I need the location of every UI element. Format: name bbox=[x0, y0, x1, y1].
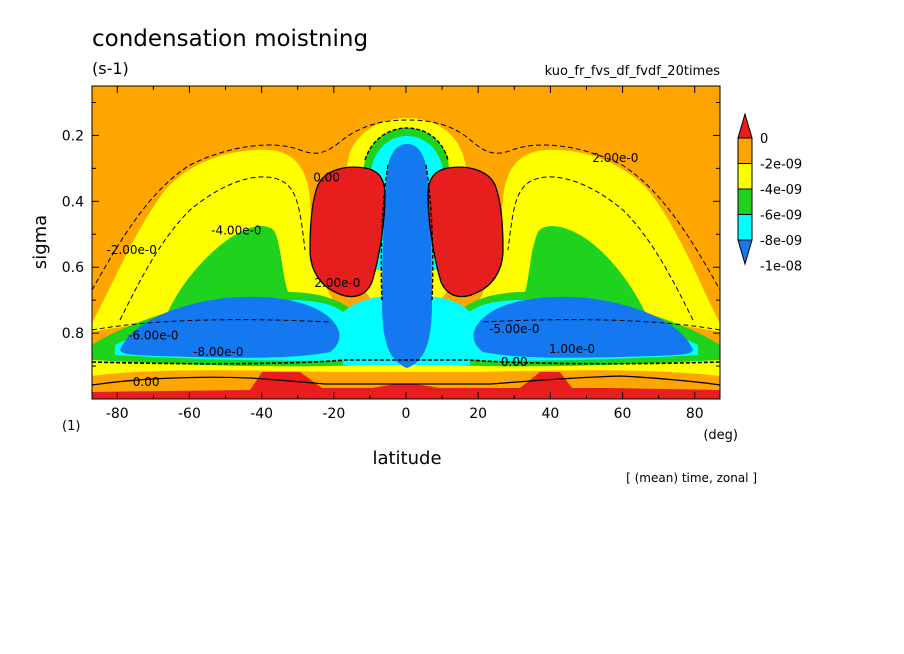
x-tick-label: -40 bbox=[250, 406, 273, 422]
contour-label: 0.00 bbox=[133, 375, 160, 389]
contour-line-lower-dashed bbox=[92, 319, 720, 331]
contour-line-yellow-dashed bbox=[119, 176, 694, 321]
x-tick-label: -60 bbox=[178, 406, 201, 422]
experiment-label: kuo_fr_fvs_df_fvdf_20times bbox=[545, 64, 721, 79]
x-axis: -80 -60 -40 -20 0 20 40 60 80 bbox=[106, 86, 704, 422]
x-tick-label: 80 bbox=[686, 406, 704, 422]
x-tick-label: -20 bbox=[322, 406, 345, 422]
contour-label: -2.00e-0 bbox=[106, 243, 156, 257]
red-lobe-south bbox=[310, 167, 385, 297]
x-tick-label: 0 bbox=[402, 406, 411, 422]
blue-equatorial-column bbox=[382, 144, 432, 368]
contour-labels: 2.00e-0 -2.00e-0 -4.00e-0 -6.00e-0 -8.00e-0 0… bbox=[106, 151, 638, 389]
y-unit-label: (1) bbox=[62, 419, 80, 434]
x-tick-label: 20 bbox=[469, 406, 487, 422]
y-tick-label: 0.4 bbox=[62, 194, 84, 210]
blue-region-south bbox=[120, 296, 340, 358]
contour-label: 2.00e-0 bbox=[592, 151, 638, 165]
legend-label: 0 bbox=[760, 132, 768, 147]
units-label: (s-1) bbox=[92, 59, 129, 78]
x-tick-label: 40 bbox=[541, 406, 559, 422]
footer-note: [ (mean) time, zonal ] bbox=[626, 471, 757, 485]
legend-swatch bbox=[737, 214, 753, 241]
legend-label: -2e-09 bbox=[760, 158, 802, 173]
x-unit-label: (deg) bbox=[703, 428, 738, 443]
y-tick-label: 0.8 bbox=[62, 326, 84, 342]
legend-arrow-bottom bbox=[737, 239, 753, 266]
y-axis: 0.2 0.4 0.6 0.8 bbox=[62, 101, 720, 400]
legend-label: -1e-08 bbox=[760, 260, 802, 275]
legend-arrow-top bbox=[737, 112, 753, 139]
contour-label: -5.00e-0 bbox=[489, 322, 539, 336]
contour-label: 1.00e-0 bbox=[549, 342, 595, 356]
x-tick-label: -80 bbox=[106, 406, 129, 422]
contour-label: 2.00e-0 bbox=[314, 276, 360, 290]
contour-label: -4.00e-0 bbox=[211, 223, 261, 237]
y-tick-label: 0.2 bbox=[62, 128, 84, 144]
legend-label: -6e-09 bbox=[760, 209, 802, 224]
x-axis-label: latitude bbox=[372, 448, 441, 469]
color-legend: 0 -2e-09 -4e-09 -6e-09 -8e-09 -1e-08 bbox=[737, 112, 802, 275]
legend-swatch bbox=[737, 137, 753, 164]
legend-swatch bbox=[737, 163, 753, 190]
contour-lines bbox=[92, 119, 720, 386]
contour-line-bold-lower bbox=[92, 359, 720, 365]
contour-line-zero-lower bbox=[92, 375, 720, 386]
chart-title: condensation moistning bbox=[92, 26, 368, 52]
red-lobe-north bbox=[428, 167, 503, 297]
contour-label: -8.00e-0 bbox=[193, 345, 243, 359]
contour-line-zero-lobe-south bbox=[309, 166, 386, 298]
contour-label: 0.00 bbox=[313, 171, 340, 185]
x-tick-label: 60 bbox=[614, 406, 632, 422]
legend-label: -8e-09 bbox=[760, 234, 802, 249]
legend-swatch bbox=[737, 188, 753, 215]
blue-region-north bbox=[473, 296, 693, 358]
y-tick-label: 0.6 bbox=[62, 260, 84, 276]
plot-area: 2.00e-0 -2.00e-0 -4.00e-0 -6.00e-0 -8.00e-0 0… bbox=[92, 86, 720, 399]
legend-label: -4e-09 bbox=[760, 183, 802, 198]
contour-label: -6.00e-0 bbox=[128, 329, 178, 343]
contour-label: 0.00 bbox=[501, 355, 528, 369]
contour-line-equatorial-dashed bbox=[364, 127, 449, 301]
y-axis-label: sigma bbox=[30, 215, 51, 269]
contour-line-zero-lobe-north bbox=[427, 166, 504, 298]
contour-line-outer-dashed bbox=[92, 119, 720, 291]
